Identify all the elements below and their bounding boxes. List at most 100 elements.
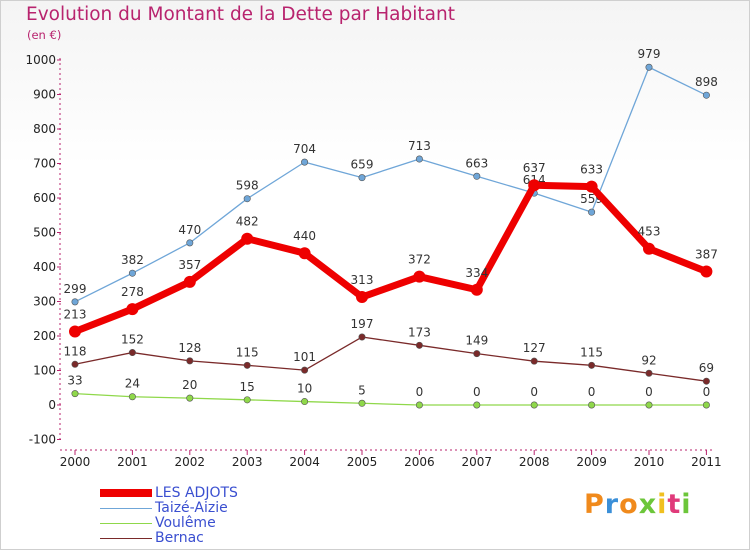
data-point — [588, 401, 596, 409]
data-label: 0 — [703, 385, 711, 399]
data-point — [186, 394, 194, 402]
data-point — [473, 350, 481, 358]
data-point — [528, 179, 541, 192]
series-line — [73, 181, 708, 335]
y-tick-label: 1000 — [25, 53, 56, 67]
data-point — [415, 401, 423, 409]
data-point — [643, 242, 655, 255]
data-point — [358, 174, 366, 182]
x-tick-label: 2006 — [404, 455, 435, 469]
data-label: 663 — [465, 156, 488, 170]
data-label: 979 — [638, 47, 661, 61]
data-label: 470 — [178, 223, 201, 237]
x-tick-label: 2002 — [175, 455, 206, 469]
data-label: 0 — [530, 385, 538, 399]
logo-letter: P — [584, 489, 605, 520]
x-tick-label: 2004 — [289, 455, 320, 469]
data-point — [128, 349, 136, 357]
data-point — [301, 366, 309, 374]
data-label: 357 — [178, 258, 201, 272]
y-tick-label: 200 — [33, 329, 56, 343]
y-tick-label: 700 — [33, 157, 56, 171]
data-label: 101 — [293, 350, 316, 364]
x-tick-label: 2003 — [232, 455, 263, 469]
data-point — [413, 270, 426, 283]
data-label: 382 — [121, 253, 144, 267]
logo-letter: r — [604, 489, 620, 520]
data-label: 92 — [641, 353, 656, 367]
logo-letter: o — [619, 489, 639, 520]
data-point — [530, 357, 538, 365]
proxiti-logo: Proxiti — [584, 489, 692, 520]
data-label: 278 — [121, 285, 144, 299]
data-point — [298, 247, 311, 260]
data-label: 5 — [358, 383, 366, 397]
x-tick-label: 2001 — [117, 455, 148, 469]
data-point — [71, 360, 79, 368]
legend-label: LES ADJOTS — [155, 485, 238, 501]
data-label: 20 — [182, 378, 197, 392]
data-point — [69, 325, 81, 338]
data-label: 69 — [699, 361, 714, 375]
data-label: 453 — [638, 225, 661, 239]
data-point — [356, 291, 368, 304]
data-point — [126, 303, 139, 316]
data-label: 10 — [297, 382, 312, 396]
data-label: 149 — [465, 334, 488, 348]
y-tick-label: 400 — [33, 260, 56, 274]
data-point — [415, 155, 423, 163]
data-label: 637 — [523, 161, 546, 175]
data-label: 633 — [580, 163, 603, 177]
y-tick-label: 100 — [33, 364, 56, 378]
data-point — [186, 357, 194, 365]
y-tick-label: -100 — [29, 433, 56, 447]
logo-letter: i — [681, 489, 692, 520]
y-tick-label: 900 — [33, 88, 56, 102]
data-point — [301, 158, 309, 166]
x-tick-label: 2009 — [576, 455, 607, 469]
y-tick-label: 0 — [48, 398, 56, 412]
data-label: 598 — [236, 179, 259, 193]
data-point — [588, 208, 596, 216]
data-point — [702, 91, 710, 99]
y-tick-label: 600 — [33, 191, 56, 205]
series-line — [74, 392, 707, 406]
data-point — [128, 269, 136, 277]
legend-swatch-bernac — [100, 538, 152, 539]
y-tick-label: 500 — [33, 226, 56, 240]
data-point — [71, 390, 79, 398]
data-point — [645, 63, 653, 71]
data-point — [128, 393, 136, 401]
data-point — [243, 396, 251, 404]
data-label: 24 — [125, 377, 140, 391]
data-label: 127 — [523, 341, 546, 355]
data-label: 372 — [408, 253, 431, 267]
x-tick-label: 2011 — [691, 455, 722, 469]
data-point — [243, 195, 251, 203]
logo-letter: t — [667, 489, 682, 520]
data-label: 152 — [121, 333, 144, 347]
data-point — [183, 275, 196, 288]
x-tick-label: 2010 — [634, 455, 665, 469]
data-label: 482 — [236, 215, 259, 229]
legend-swatch-taize-aizie — [100, 508, 152, 509]
data-point — [588, 361, 596, 369]
data-label: 213 — [64, 308, 87, 322]
data-point — [470, 283, 483, 296]
legend-swatch-vouleme — [100, 523, 152, 524]
x-tick-label: 2008 — [519, 455, 550, 469]
data-point — [243, 361, 251, 369]
data-label: 0 — [416, 385, 424, 399]
data-label: 128 — [178, 341, 201, 355]
data-point — [645, 401, 653, 409]
line-chart: -100 0 100 2003 0 0 400 500 600 700 800 900 1000 200 0… — [25, 47, 722, 469]
series-line — [74, 336, 707, 382]
data-point — [585, 180, 598, 193]
unit-label: (en €) — [27, 28, 62, 42]
data-label: 118 — [64, 344, 87, 358]
y-tick-label: 800 — [33, 122, 56, 136]
data-point — [241, 232, 254, 245]
data-point — [702, 377, 710, 385]
chart-title: Evolution du Montant de la Dette par Hab… — [26, 4, 455, 25]
